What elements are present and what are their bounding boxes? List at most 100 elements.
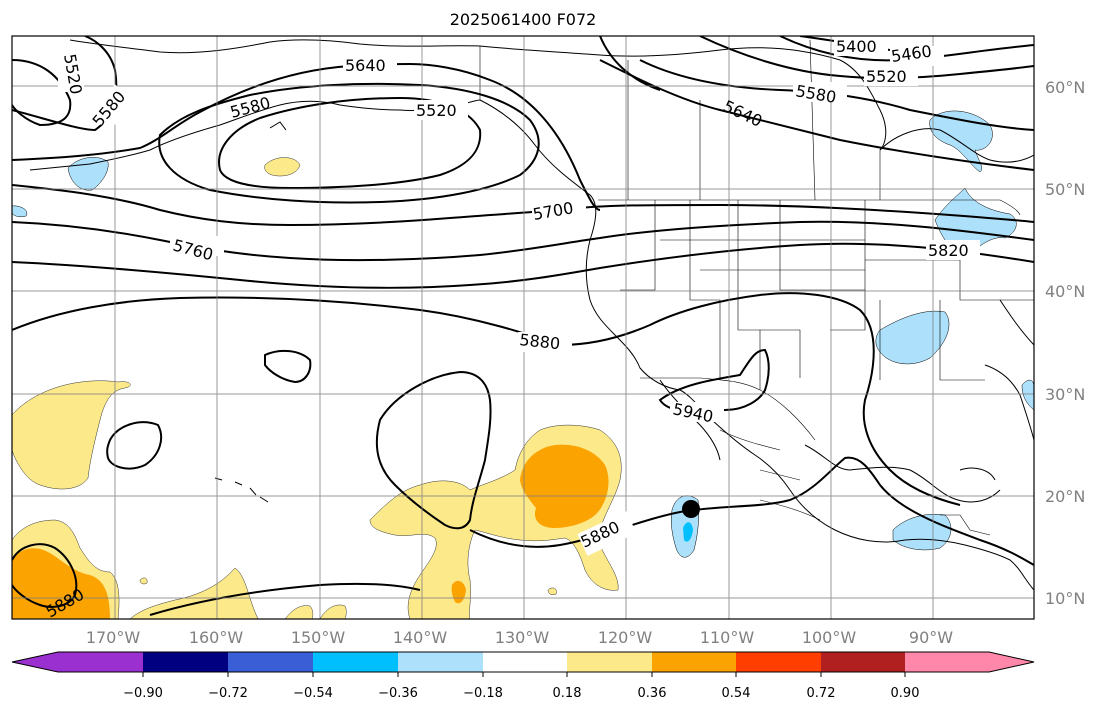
shade-orange-southwest <box>12 548 110 619</box>
contour-5520-gulf <box>218 96 482 190</box>
coast-alaska-n <box>69 39 481 54</box>
contour-5700 <box>12 184 1034 227</box>
contour-label-5640-top: 5640 <box>345 56 386 75</box>
contour-5700-ne <box>599 36 661 91</box>
shade-blue-hudson <box>929 110 993 173</box>
lat-label-60n: 60°N <box>1045 78 1085 97</box>
colorbar-tick-label: −0.36 <box>378 686 418 701</box>
latitude-labels: 60°N 50°N 40°N 30°N 20°N 10°N <box>1045 78 1085 608</box>
coast-aleutian <box>29 149 151 171</box>
longitude-labels: 170°W 160°W 150°W 140°W 130°W 120°W 110°… <box>86 628 953 647</box>
colorbar-tick-label: 0.72 <box>807 686 836 701</box>
colorbar-segment-2 <box>228 652 313 672</box>
shade-orange-central <box>520 444 609 528</box>
contour-5880-south <box>469 456 1034 566</box>
border-state-4 <box>779 200 865 291</box>
shade-yellow-south-c3 <box>319 604 347 619</box>
colorbar: −0.90 −0.72 −0.54 −0.36 −0.18 0.18 0.36 … <box>11 651 1035 701</box>
border-state-1 <box>620 200 656 291</box>
lon-label-160w: 160°W <box>189 628 244 647</box>
contour-label-5520-ne: 5520 <box>866 67 907 86</box>
border-us-canada <box>598 199 1021 216</box>
border-central-america <box>940 514 991 536</box>
colorbar-tick-label: 0.18 <box>553 686 582 701</box>
contour-5820 <box>12 242 1034 289</box>
contour-label-5820: 5820 <box>928 241 969 260</box>
lon-label-140w: 140°W <box>393 628 448 647</box>
lon-label-100w: 100°W <box>802 628 857 647</box>
colorbar-segment-1 <box>143 652 228 672</box>
lon-label-150w: 150°W <box>291 628 346 647</box>
contour-5880-sw <box>12 543 78 608</box>
colorbar-tick-label: −0.18 <box>463 686 503 701</box>
colorbar-segment-8 <box>736 652 821 672</box>
colorbar-segment-3 <box>313 652 398 672</box>
lat-label-30n: 30°N <box>1045 385 1085 404</box>
contour-5640-ne <box>599 59 1034 171</box>
contour-label-group: 5520 5580 5640 5520 5580 5400 5460 5520 … <box>43 36 980 619</box>
lat-label-20n: 20°N <box>1045 487 1085 506</box>
colorbar-tick-label: −0.54 <box>293 686 333 701</box>
contour-label-5880-main: 5880 <box>519 330 561 353</box>
shade-yellow-gulfalaska <box>264 157 301 177</box>
contour-label-5520-gulf: 5520 <box>416 101 457 120</box>
colorbar-ticks <box>142 672 906 677</box>
kodiak-island <box>269 121 287 131</box>
lon-label-170w: 170°W <box>86 628 141 647</box>
shade-blue-mexicocoast-core <box>683 522 693 542</box>
contour-5580-gulf <box>158 82 540 204</box>
grid-lines <box>12 36 1034 619</box>
colorbar-segment-0 <box>58 652 143 672</box>
islands <box>214 121 287 503</box>
plot-title: 2025061400 F072 <box>449 10 597 29</box>
lat-label-40n: 40°N <box>1045 282 1085 301</box>
shading-orange <box>12 444 609 619</box>
colorbar-outline <box>11 651 1035 673</box>
colorbar-segment-6 <box>567 652 652 672</box>
colorbar-segment-9 <box>821 652 905 672</box>
shade-yellow-spot1 <box>139 577 148 585</box>
colorbar-segment-4 <box>398 652 483 672</box>
shade-yellow-south-c <box>129 567 259 619</box>
map-frame <box>11 35 1035 620</box>
contour-label-5400: 5400 <box>836 37 877 56</box>
lon-label-130w: 130°W <box>495 628 550 647</box>
border-state-8 <box>865 259 1034 301</box>
colorbar-tick-label: 0.90 <box>891 686 920 701</box>
storm-center-marker <box>682 500 700 518</box>
colorbar-segment-7 <box>652 652 736 672</box>
contour-5520-west <box>12 59 72 127</box>
border-canada-prov-3 <box>809 39 816 201</box>
coast-east <box>999 299 1034 346</box>
contour-closed-2 <box>106 421 163 470</box>
shade-blue-mississippi <box>875 310 950 365</box>
hawaii-islands <box>214 477 269 503</box>
contour-5760 <box>12 220 1034 262</box>
lat-label-10n: 10°N <box>1045 589 1085 608</box>
contour-closed-1 <box>264 349 312 384</box>
coast-hudson <box>879 128 1034 163</box>
colorbar-tick-label: 0.36 <box>638 686 667 701</box>
contour-5880-main <box>12 292 961 506</box>
colorbar-max-extend <box>989 652 1034 672</box>
colorbar-segment-10 <box>905 652 989 672</box>
border-state-10 <box>939 300 985 381</box>
coast-gulf <box>804 444 1001 503</box>
map-content: 5520 5580 5640 5520 5580 5400 5460 5520 … <box>12 36 1034 619</box>
border-mexico-states <box>719 429 821 521</box>
colorbar-segment-5 <box>483 652 567 672</box>
lat-label-50n: 50°N <box>1045 180 1085 199</box>
coast-florida <box>984 364 1034 441</box>
lon-label-110w: 110°W <box>700 628 755 647</box>
colorbar-min-extend <box>12 652 58 672</box>
shade-blue-florida <box>1021 379 1034 411</box>
contour-5880-bottom <box>149 582 421 616</box>
colorbar-tick-label: 0.54 <box>722 686 751 701</box>
colorbar-tick-label: −0.90 <box>123 686 163 701</box>
shade-yellow-pacific-w <box>12 380 131 490</box>
shade-yellow-south-c2 <box>284 605 314 619</box>
border-state-2 <box>689 200 721 378</box>
lon-label-90w: 90°W <box>909 628 953 647</box>
colorbar-tick-label: −0.72 <box>208 686 248 701</box>
